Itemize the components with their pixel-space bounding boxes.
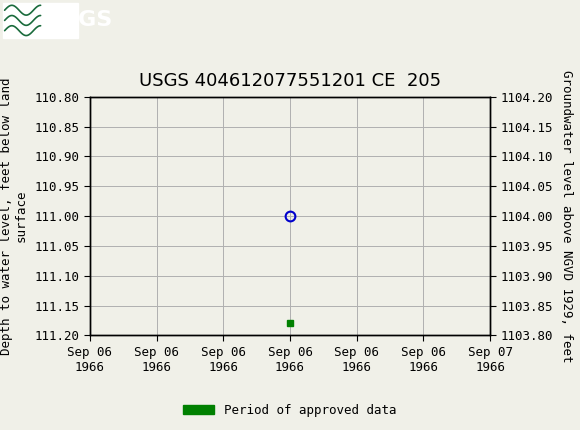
Title: USGS 404612077551201 CE  205: USGS 404612077551201 CE 205 — [139, 72, 441, 89]
Legend: Period of approved data: Period of approved data — [178, 399, 402, 421]
Y-axis label: Groundwater level above NGVD 1929, feet: Groundwater level above NGVD 1929, feet — [560, 70, 573, 362]
Text: USGS: USGS — [44, 10, 112, 31]
FancyBboxPatch shape — [3, 3, 78, 37]
Y-axis label: Depth to water level, feet below land
surface: Depth to water level, feet below land su… — [0, 77, 27, 355]
